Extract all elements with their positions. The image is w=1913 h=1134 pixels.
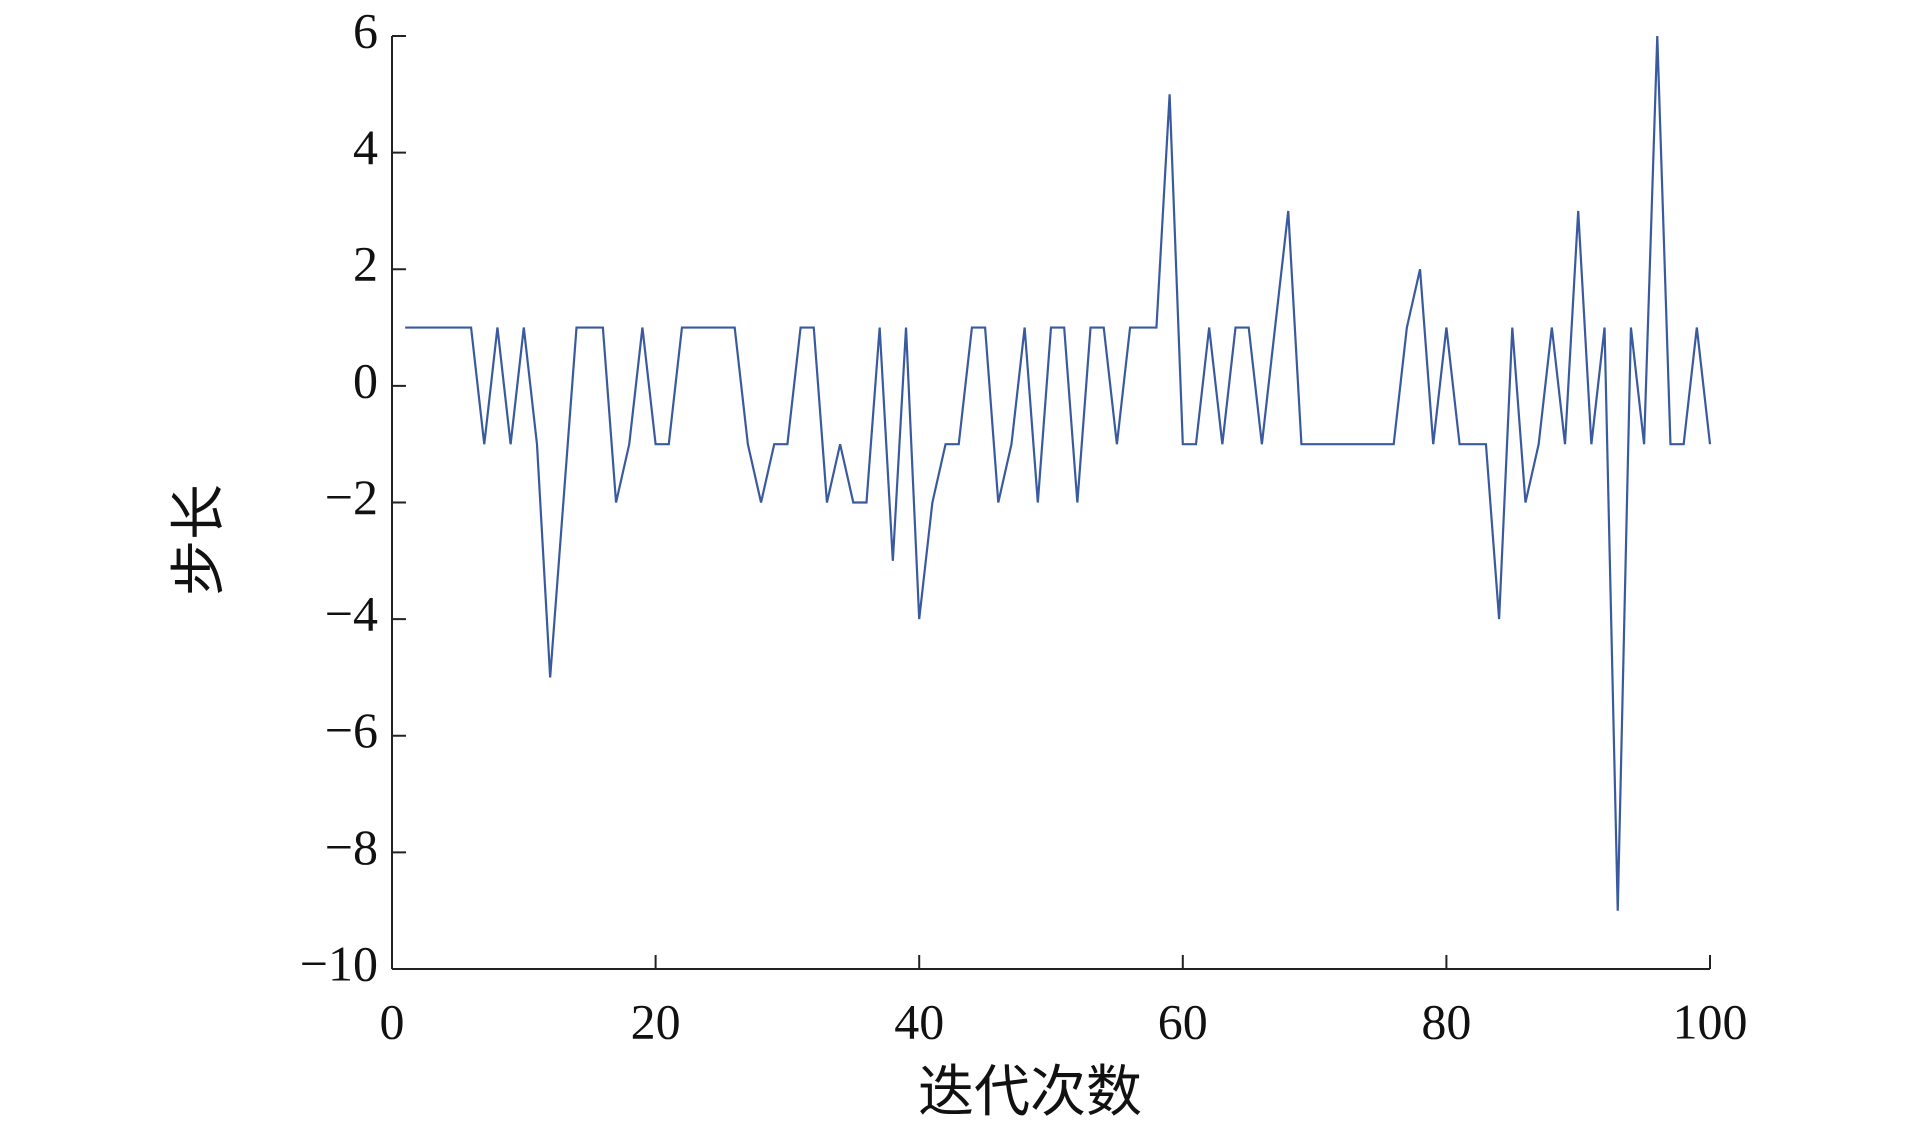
y-axis-label: 步长 <box>169 484 231 596</box>
y-tick-label: −2 <box>325 469 378 525</box>
x-tick-label: 0 <box>380 993 405 1049</box>
y-tick-label: 2 <box>353 236 378 292</box>
y-tick-label: −6 <box>325 702 378 758</box>
y-tick-label: −10 <box>300 935 378 991</box>
y-tick-label: 6 <box>353 2 378 58</box>
x-tick-label: 40 <box>894 993 944 1049</box>
x-tick-label: 60 <box>1158 993 1208 1049</box>
x-tick-label: 100 <box>1673 993 1748 1049</box>
x-tick-label: 80 <box>1421 993 1471 1049</box>
y-tick-label: 0 <box>353 352 378 408</box>
x-tick-label: 20 <box>631 993 681 1049</box>
y-tick-label: −8 <box>325 819 378 875</box>
y-tick-label: 4 <box>353 119 378 175</box>
data-line <box>405 35 1712 911</box>
y-tick-label: −4 <box>325 586 378 642</box>
x-axis-label: 迭代次数 <box>918 1062 1142 1124</box>
